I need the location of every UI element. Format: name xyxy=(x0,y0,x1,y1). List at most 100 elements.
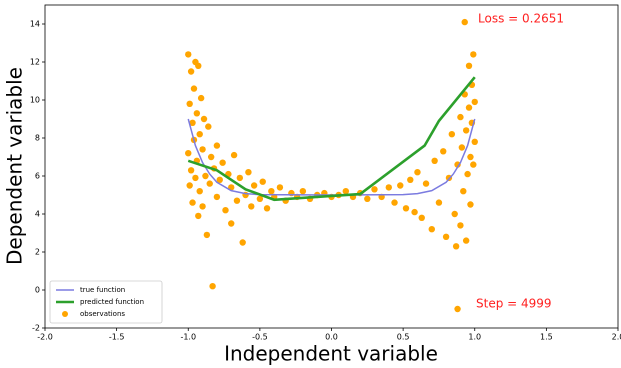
y-tick-label: 6 xyxy=(35,172,40,181)
y-tick-label: 14 xyxy=(30,20,40,29)
observation-point xyxy=(467,201,474,208)
x-tick-label: -2.0 xyxy=(37,333,53,342)
observation-point xyxy=(385,184,392,191)
observation-point xyxy=(256,195,264,202)
observation-point xyxy=(245,169,252,176)
observation-point xyxy=(422,180,430,187)
observation-point xyxy=(471,138,478,145)
legend-label: observations xyxy=(80,310,125,318)
observation-point xyxy=(203,231,211,239)
x-tick-label: -0.5 xyxy=(252,333,268,342)
observation-point xyxy=(263,205,271,212)
observation-point xyxy=(435,199,443,206)
x-axis-label: Independent variable xyxy=(224,342,438,366)
observation-point xyxy=(233,197,241,204)
observation-point xyxy=(206,180,213,187)
x-tick-label: 2.0 xyxy=(612,333,621,342)
x-tick-label: 0.0 xyxy=(325,333,338,342)
observation-point xyxy=(186,100,193,108)
observation-point xyxy=(452,243,460,250)
observation-point xyxy=(193,110,201,117)
observation-point xyxy=(196,131,203,138)
observation-point xyxy=(195,62,202,69)
observation-point xyxy=(213,193,221,201)
observation-point xyxy=(464,170,471,178)
observation-point xyxy=(465,104,473,111)
observation-point xyxy=(465,62,473,69)
observation-point xyxy=(190,85,198,92)
observation-point xyxy=(202,172,209,180)
observation-point xyxy=(454,305,461,313)
function-line xyxy=(187,118,476,196)
legend-label: true function xyxy=(80,286,125,294)
legend-box xyxy=(49,280,163,324)
function-line xyxy=(187,76,476,202)
observation-point xyxy=(187,167,195,174)
observation-point xyxy=(239,239,246,246)
observation-point xyxy=(186,182,193,189)
observation-point xyxy=(418,214,425,221)
observation-point xyxy=(411,208,418,216)
observation-point xyxy=(207,153,215,161)
observation-point xyxy=(470,51,477,58)
observation-point xyxy=(200,115,208,123)
observation-point xyxy=(195,212,202,220)
observation-point xyxy=(462,127,470,134)
observation-point xyxy=(248,203,255,210)
observation-point xyxy=(209,283,216,290)
observation-point xyxy=(457,113,464,121)
observation-point xyxy=(228,220,235,227)
observation-point xyxy=(470,161,477,168)
observation-point xyxy=(185,150,192,157)
observation-point xyxy=(458,144,466,151)
annotation: Step = 4999 xyxy=(476,297,552,311)
x-tick-label: -1.5 xyxy=(109,333,125,342)
observation-point xyxy=(230,151,238,159)
observation-point xyxy=(189,119,196,127)
y-tick-label: -2 xyxy=(32,324,40,333)
x-tick-label: 1.5 xyxy=(540,333,553,342)
annotation: Loss = 0.2651 xyxy=(478,12,564,26)
observation-point xyxy=(391,199,398,206)
y-tick-label: 10 xyxy=(30,96,40,105)
observation-point xyxy=(454,161,461,168)
observation-point xyxy=(461,18,468,26)
observation-point xyxy=(457,222,464,229)
y-tick-label: 12 xyxy=(30,58,40,67)
observation-point xyxy=(205,123,212,130)
observation-point xyxy=(402,205,410,212)
observation-point xyxy=(216,176,223,183)
observation-point xyxy=(250,182,258,189)
observation-point xyxy=(467,153,474,161)
observation-point xyxy=(213,142,221,149)
observation-point xyxy=(199,146,206,153)
observation-point xyxy=(189,199,196,206)
observation-point xyxy=(448,131,456,138)
x-tick-label: -1.0 xyxy=(180,333,196,342)
legend-marker xyxy=(62,311,68,317)
observation-point xyxy=(276,184,284,191)
observation-point xyxy=(219,159,226,166)
observation-point xyxy=(268,188,275,195)
observation-point xyxy=(236,174,244,182)
observation-point xyxy=(371,186,378,193)
plot-area xyxy=(185,18,478,313)
y-tick-label: 4 xyxy=(35,210,40,219)
y-tick-label: 2 xyxy=(35,248,40,257)
legend-label: predicted function xyxy=(80,298,144,306)
observation-point xyxy=(451,210,458,218)
observation-point xyxy=(471,98,478,106)
plot-frame xyxy=(44,4,619,329)
observation-point xyxy=(196,188,203,195)
observation-point xyxy=(197,94,205,102)
observation-point xyxy=(199,203,206,210)
observation-point xyxy=(414,169,421,176)
observation-point xyxy=(299,188,307,195)
observation-point xyxy=(364,195,371,202)
y-tick-label: 0 xyxy=(35,286,40,295)
y-tick-label: 8 xyxy=(35,134,40,143)
observation-point xyxy=(222,207,229,214)
observation-point xyxy=(259,178,266,185)
observation-point xyxy=(192,174,199,182)
